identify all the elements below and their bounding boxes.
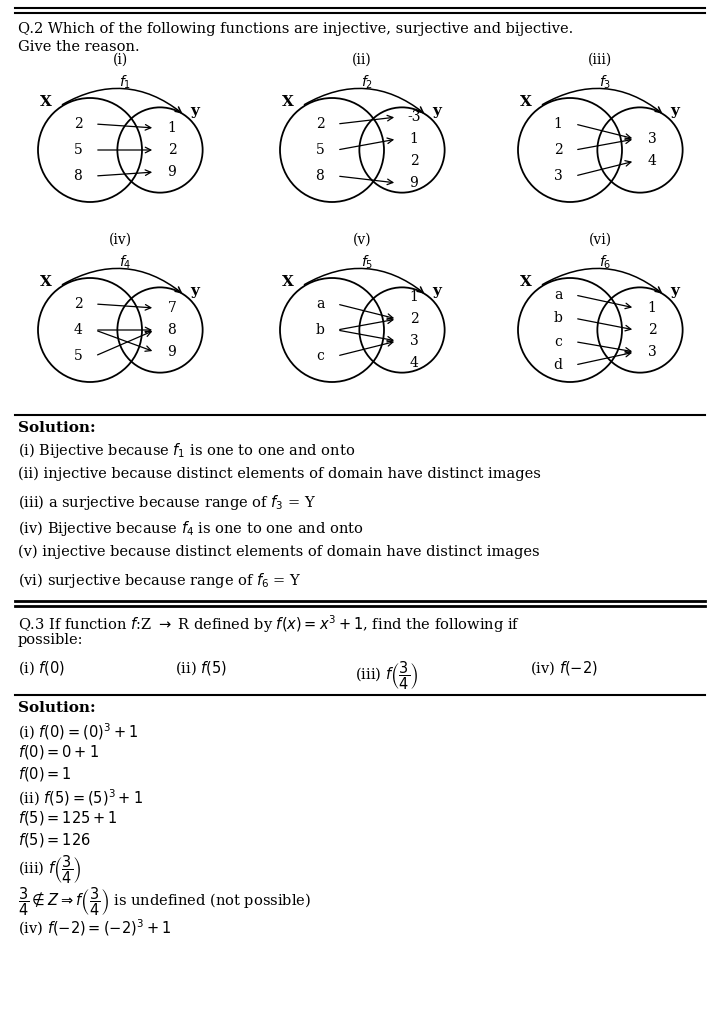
Text: Give the reason.: Give the reason. [18,40,140,54]
Text: 4: 4 [647,154,657,168]
Text: 8: 8 [73,169,82,183]
Text: (iv) $f(-2) = (-2)^3 + 1$: (iv) $f(-2) = (-2)^3 + 1$ [18,917,171,938]
Text: a: a [316,297,324,312]
Text: (iii) a surjective because range of $f_3$ = Y: (iii) a surjective because range of $f_3… [18,493,316,512]
Text: Q.3 If function $f$:Z $\rightarrow$ R defined by $f(x) = x^3 + 1$, find the foll: Q.3 If function $f$:Z $\rightarrow$ R de… [18,613,520,634]
Text: (iv) $f(-2)$: (iv) $f(-2)$ [530,659,598,677]
Text: c: c [316,349,324,363]
Text: a: a [554,288,562,302]
Text: 2: 2 [647,323,657,337]
Text: (i) Bijective because $f_1$ is one to one and onto: (i) Bijective because $f_1$ is one to on… [18,441,355,460]
Text: $\dfrac{3}{4} \notin Z \Rightarrow f\left(\dfrac{3}{4}\right)$ is undefined (not: $\dfrac{3}{4} \notin Z \Rightarrow f\lef… [18,885,311,917]
Text: (iv) Bijective because $f_4$ is one to one and onto: (iv) Bijective because $f_4$ is one to o… [18,519,364,538]
Text: 2: 2 [168,143,176,157]
Text: 8: 8 [315,169,325,183]
Text: y: y [190,284,199,298]
Text: (ii) $f(5) = (5)^3 + 1$: (ii) $f(5) = (5)^3 + 1$ [18,787,143,807]
Text: 1: 1 [410,132,418,146]
Text: 1: 1 [410,290,418,304]
Text: $f_3$: $f_3$ [599,73,611,91]
Text: 5: 5 [315,143,325,157]
Text: y: y [432,284,441,298]
Text: X: X [520,95,532,109]
Text: (ii) $f(5)$: (ii) $f(5)$ [175,659,227,677]
Text: (ii): (ii) [352,53,372,67]
Text: 5: 5 [73,143,82,157]
Text: (v): (v) [353,233,372,247]
Text: -3: -3 [408,110,420,124]
Text: 1: 1 [168,121,176,135]
Text: 3: 3 [647,132,657,146]
Text: Solution:: Solution: [18,421,96,435]
Text: (vi): (vi) [588,233,611,247]
Text: (i) $f(0) = (0)^3 + 1$: (i) $f(0) = (0)^3 + 1$ [18,721,138,742]
Text: (iii): (iii) [588,53,612,67]
Text: $f_1$: $f_1$ [119,73,131,91]
Text: 9: 9 [168,345,176,359]
Text: 7: 7 [168,301,176,315]
Text: $f_6$: $f_6$ [599,253,611,271]
Text: b: b [554,312,562,326]
Text: 4: 4 [410,356,418,370]
Text: 3: 3 [647,345,657,359]
Text: $f(5) = 125 + 1$: $f(5) = 125 + 1$ [18,809,117,827]
Text: 9: 9 [168,165,176,179]
Text: (iii) $f\left(\dfrac{3}{4}\right)$: (iii) $f\left(\dfrac{3}{4}\right)$ [355,659,419,691]
Text: $f_2$: $f_2$ [361,73,373,91]
Text: X: X [282,95,294,109]
Text: y: y [670,284,679,298]
Text: y: y [190,105,199,118]
Text: X: X [282,275,294,289]
Text: 2: 2 [554,143,562,157]
Text: y: y [432,105,441,118]
Text: Solution:: Solution: [18,701,96,715]
Text: d: d [554,358,562,372]
Text: 9: 9 [410,176,418,190]
Text: X: X [40,275,52,289]
Text: 8: 8 [168,323,176,337]
Text: $f(0) = 1$: $f(0) = 1$ [18,765,72,783]
Text: 1: 1 [647,301,657,315]
Text: c: c [554,335,562,349]
Text: 2: 2 [410,312,418,326]
Text: (i) $f(0)$: (i) $f(0)$ [18,659,66,677]
Text: $f_4$: $f_4$ [119,253,131,271]
Text: 2: 2 [410,154,418,168]
Text: X: X [40,95,52,109]
Text: $f(0) = 0 + 1$: $f(0) = 0 + 1$ [18,743,99,761]
Text: $f(5) = 126$: $f(5) = 126$ [18,831,91,849]
Text: 5: 5 [73,349,82,363]
Text: (i): (i) [112,53,127,67]
Text: (iv): (iv) [109,233,132,247]
Text: 4: 4 [73,323,82,337]
Text: (v) injective because distinct elements of domain have distinct images: (v) injective because distinct elements … [18,545,539,559]
Text: 3: 3 [554,169,562,183]
Text: possible:: possible: [18,633,84,647]
Text: 3: 3 [410,334,418,348]
Text: (vi) surjective because range of $f_6$ = Y: (vi) surjective because range of $f_6$ =… [18,571,302,590]
Text: $f_5$: $f_5$ [361,253,373,271]
Text: Q.2 Which of the following functions are injective, surjective and bijective.: Q.2 Which of the following functions are… [18,22,573,36]
Text: 1: 1 [554,117,562,131]
Text: b: b [315,323,325,337]
Text: (iii) $f\left(\dfrac{3}{4}\right)$: (iii) $f\left(\dfrac{3}{4}\right)$ [18,853,81,886]
Text: 2: 2 [73,297,82,312]
Text: 2: 2 [73,117,82,131]
Text: X: X [520,275,532,289]
Text: 2: 2 [315,117,325,131]
Text: (ii) injective because distinct elements of domain have distinct images: (ii) injective because distinct elements… [18,467,541,482]
Text: y: y [670,105,679,118]
